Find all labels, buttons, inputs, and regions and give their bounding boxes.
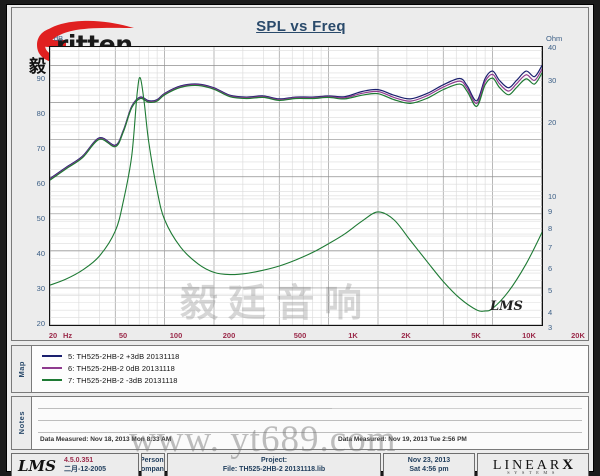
notes-panel[interactable]: Notes Data Measured: Nov 18, 2013 Mon 8:… — [11, 396, 589, 450]
y-left-tick-20: 20 — [36, 319, 45, 328]
notes-tab[interactable]: Notes — [12, 397, 32, 449]
footer-date-cell: Nov 23, 2013 Sat 4:56 pm — [383, 453, 475, 476]
x-tick-5K: 5K — [471, 331, 481, 340]
y-right-tick-4: 4 — [548, 308, 553, 317]
app-version: 4.5.0.351 — [63, 457, 94, 465]
y-right-tick-8: 8 — [548, 224, 553, 233]
y-right-tick-30: 30 — [548, 76, 557, 85]
footer-person-cell[interactable]: Person: Company: — [141, 453, 165, 476]
graph-panel[interactable]: SPL vs Freq ritten 毅廷音响 dB Ohm 90 80 70 … — [11, 7, 589, 341]
y-left-tick-50: 50 — [36, 214, 45, 223]
x-tick-2K: 2K — [401, 331, 411, 340]
vendor-x-mark: X — [562, 457, 574, 473]
horizontal-major-gridlines — [50, 65, 542, 325]
series-line — [50, 77, 542, 312]
plot-area[interactable]: 毅廷音响 LMS — [49, 46, 543, 326]
footer-version-block: 4.5.0.351 二月-12-2005 — [64, 457, 106, 473]
y-right-tick-40: 40 — [548, 43, 557, 52]
y-left-tick-30: 30 — [36, 284, 45, 293]
footer-app-cell: LMS 4.5.0.351 二月-12-2005 — [11, 453, 139, 476]
notes-rule — [38, 420, 582, 421]
y-right-tick-20: 20 — [548, 118, 557, 127]
x-tick-50: 50 — [118, 331, 128, 340]
x-unit-label: Hz — [63, 331, 73, 340]
series-line — [50, 72, 542, 181]
x-tick-20K: 20K — [571, 331, 585, 340]
company-label: Company: — [141, 465, 164, 473]
map-tab-label: Map — [17, 360, 26, 378]
vendor-subtitle: SYSTEMS — [507, 470, 559, 475]
notes-rule — [38, 432, 582, 433]
x-tick-500: 500 — [293, 331, 307, 340]
y-left-unit-label: dB — [54, 34, 64, 43]
y-left-tick-40: 40 — [36, 249, 45, 258]
plot-lms-mark: LMS — [490, 299, 523, 314]
legend-label: 5: TH525-2HB-2 +3dB 20131118 — [68, 351, 180, 361]
y-left-tick-90: 90 — [36, 74, 45, 83]
footer-date-block: Nov 23, 2013 Sat 4:56 pm — [408, 457, 450, 473]
y-right-tick-9: 9 — [548, 207, 553, 216]
y-left-tick-80: 80 — [36, 109, 45, 118]
app-build-date: 二月-12-2005 — [63, 465, 107, 473]
plot-title: SPL vs Freq — [256, 18, 346, 35]
legend-item[interactable]: 5: TH525-2HB-2 +3dB 20131118 — [42, 350, 588, 362]
report-date: Nov 23, 2013 — [407, 457, 451, 465]
notes-rule — [38, 408, 582, 409]
y-right-tick-10: 10 — [548, 192, 557, 201]
y-right-tick-7: 7 — [548, 243, 553, 252]
legend-list: 5: TH525-2HB-2 +3dB 20131118 6: TH525-2H… — [32, 346, 588, 392]
legend-item[interactable]: 7: TH525-2HB-2 -3dB 20131118 — [42, 374, 588, 386]
y-right-tick-6: 6 — [548, 264, 553, 273]
vendor-name: LINEAR — [492, 458, 563, 473]
report-time: Sat 4:56 pm — [409, 465, 449, 473]
data-measured-right: Data Measured: Nov 19, 2013 Tue 2:56 PM — [338, 436, 467, 443]
footer-project-block: Project: File: TH525-2HB-2 20131118.lib — [223, 457, 325, 473]
data-measured-left: Data Measured: Nov 18, 2013 Mon 8:33 AM — [40, 436, 172, 443]
linearx-logo: LINEAR X — [478, 457, 588, 474]
x-tick-1K: 1K — [348, 331, 358, 340]
notes-rule — [332, 408, 582, 409]
file-label: File: TH525-2HB-2 20131118.lib — [222, 465, 326, 473]
plot-canvas — [50, 47, 542, 325]
legend-label: 7: TH525-2HB-2 -3dB 20131118 — [68, 375, 178, 385]
notes-tab-label: Notes — [17, 411, 26, 435]
x-tick-100: 100 — [169, 331, 183, 340]
legend-swatch-icon — [42, 379, 62, 381]
vertical-minor-gridlines — [78, 47, 486, 325]
horizontal-minor-gridlines — [50, 47, 542, 325]
y-left-tick-60: 60 — [36, 179, 45, 188]
status-bar: LMS 4.5.0.351 二月-12-2005 Person: Company… — [11, 453, 589, 476]
footer-person-block: Person: Company: — [141, 457, 165, 473]
x-tick-10K: 10K — [522, 331, 536, 340]
person-label: Person: — [141, 457, 165, 465]
map-panel[interactable]: Map 5: TH525-2HB-2 +3dB 20131118 6: TH52… — [11, 345, 589, 393]
y-right-tick-5: 5 — [548, 286, 553, 295]
y-right-unit-label: Ohm — [546, 34, 563, 43]
project-label: Project: — [260, 457, 288, 465]
series-line — [50, 68, 542, 180]
x-tick-20: 20 — [48, 331, 58, 340]
legend-item[interactable]: 6: TH525-2HB-2 0dB 20131118 — [42, 362, 588, 374]
y-right-tick-3: 3 — [548, 323, 553, 332]
y-left-tick-70: 70 — [36, 144, 45, 153]
footer-vendor-cell: LINEAR X SYSTEMS — [477, 453, 589, 476]
lms-logo: LMS — [18, 456, 56, 475]
report-paper: SPL vs Freq ritten 毅廷音响 dB Ohm 90 80 70 … — [6, 4, 594, 476]
footer-project-cell[interactable]: Project: File: TH525-2HB-2 20131118.lib — [167, 453, 381, 476]
legend-swatch-icon — [42, 355, 62, 357]
vertical-major-gridlines — [50, 47, 542, 325]
x-tick-200: 200 — [222, 331, 236, 340]
data-curves — [50, 64, 542, 312]
notes-body[interactable]: Data Measured: Nov 18, 2013 Mon 8:33 AM … — [32, 397, 588, 449]
legend-label: 6: TH525-2HB-2 0dB 20131118 — [68, 363, 175, 373]
legend-swatch-icon — [42, 367, 62, 369]
map-tab[interactable]: Map — [12, 346, 32, 392]
